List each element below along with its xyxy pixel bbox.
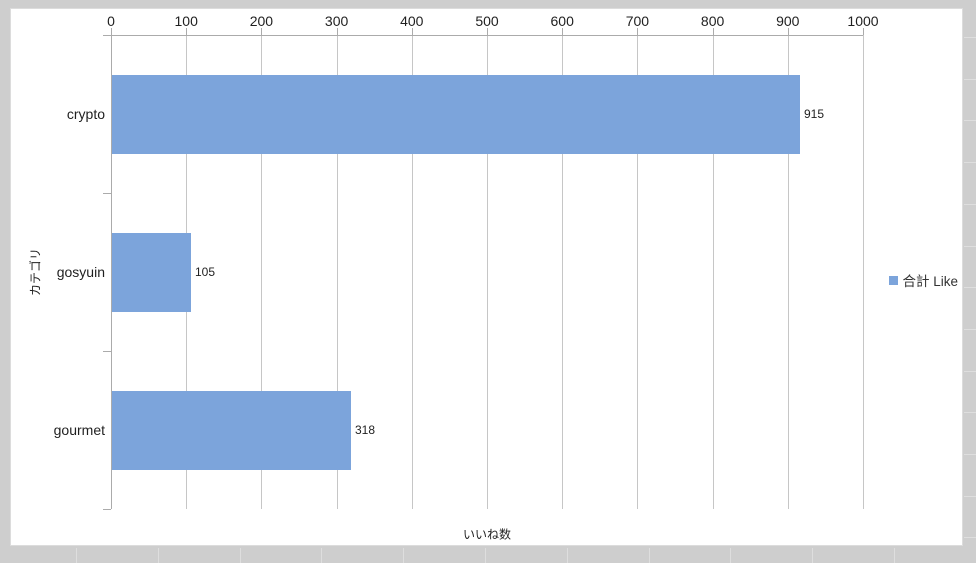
cell-gridline-mark: [158, 548, 159, 563]
x-axis-tick-label: 300: [324, 13, 349, 29]
cell-gridline-mark: [964, 371, 976, 372]
cell-gridline-mark: [964, 287, 976, 288]
x-axis-tick-label: 900: [776, 13, 800, 29]
cell-gridline-mark: [964, 204, 976, 205]
x-axis-tick-label: 700: [625, 13, 650, 29]
x-axis-tick-label: 0: [107, 13, 115, 29]
x-axis-tick: [637, 28, 639, 35]
gridline: [863, 35, 864, 509]
category-label-gourmet: gourmet: [53, 422, 105, 438]
x-axis-tick-label: 100: [174, 13, 198, 29]
gridline: [336, 35, 338, 509]
cell-gridline-mark: [964, 120, 976, 121]
cell-gridline-mark: [964, 537, 976, 538]
x-axis-tick: [261, 28, 263, 35]
legend-marker-icon: [889, 275, 899, 285]
cell-gridline-mark: [964, 329, 976, 330]
y-axis-tick: [103, 351, 111, 352]
x-axis-tick: [411, 28, 413, 35]
cell-gridline-mark: [964, 454, 976, 455]
gridline: [637, 35, 639, 509]
cell-gridline-mark: [964, 412, 976, 413]
x-axis-tick-label: 500: [475, 13, 499, 29]
y-axis-line[interactable]: [111, 35, 112, 509]
x-axis-tick-label: 800: [700, 13, 725, 29]
x-axis-tick-label: 400: [400, 13, 424, 29]
x-axis-tick: [487, 28, 488, 35]
x-axis-title[interactable]: いいね数: [462, 527, 512, 542]
x-axis-tick: [787, 28, 789, 35]
cell-gridline-mark: [485, 548, 486, 563]
x-axis-tick: [863, 28, 864, 35]
x-axis-line[interactable]: [111, 35, 863, 36]
plot-area[interactable]: 0 100 200 300 400 500 600 700 800 900 1000 crypto 91…: [11, 9, 962, 545]
y-axis-tick: [103, 193, 111, 194]
cell-gridline-mark: [964, 496, 976, 497]
x-axis-tick: [111, 28, 112, 35]
category-label-gosyuin: gosyuin: [56, 264, 105, 280]
cell-gridline-mark: [403, 548, 404, 563]
gridline: [487, 35, 488, 509]
cell-gridline-mark: [76, 548, 77, 563]
x-axis-tick: [562, 28, 564, 35]
bar-crypto[interactable]: [112, 75, 800, 154]
gridline: [411, 35, 413, 509]
cell-gridline-mark: [964, 246, 976, 247]
x-axis-tick-label: 600: [550, 13, 574, 29]
x-axis-tick: [186, 28, 188, 35]
gridline: [712, 35, 714, 509]
gridline: [787, 35, 789, 509]
x-axis-tick: [336, 28, 338, 35]
cell-gridline-mark: [321, 548, 322, 563]
cell-gridline-mark: [649, 548, 650, 563]
x-axis-tick-label: 200: [249, 13, 274, 29]
gridline: [261, 35, 263, 509]
cell-gridline-mark: [894, 548, 895, 563]
y-axis-tick: [103, 35, 111, 36]
data-label-gourmet[interactable]: 318: [355, 423, 376, 437]
y-axis-title[interactable]: カテゴリ: [28, 247, 43, 297]
gridline: [562, 35, 564, 509]
cell-gridline-mark: [964, 162, 976, 163]
category-label-crypto: crypto: [66, 106, 105, 122]
y-axis-tick: [103, 509, 111, 510]
bar-gourmet[interactable]: [112, 391, 351, 470]
bar-gosyuin[interactable]: [112, 233, 191, 312]
legend-label: 合計 Like: [902, 274, 958, 289]
cell-gridline-mark: [964, 79, 976, 80]
x-axis-tick: [712, 28, 714, 35]
cell-gridline-mark: [812, 548, 813, 563]
legend[interactable]: 合計 Like: [889, 270, 958, 290]
data-label-gosyuin[interactable]: 105: [195, 265, 216, 279]
cell-gridline-mark: [964, 37, 976, 38]
cell-gridline-mark: [730, 548, 731, 563]
cell-gridline-mark: [567, 548, 568, 563]
data-label-crypto[interactable]: 915: [804, 107, 825, 121]
cell-gridline-mark: [240, 548, 241, 563]
chart-area[interactable]: 0 100 200 300 400 500 600 700 800 900 1000 crypto 91…: [10, 8, 963, 546]
x-axis-tick-label: 1000: [847, 13, 879, 29]
